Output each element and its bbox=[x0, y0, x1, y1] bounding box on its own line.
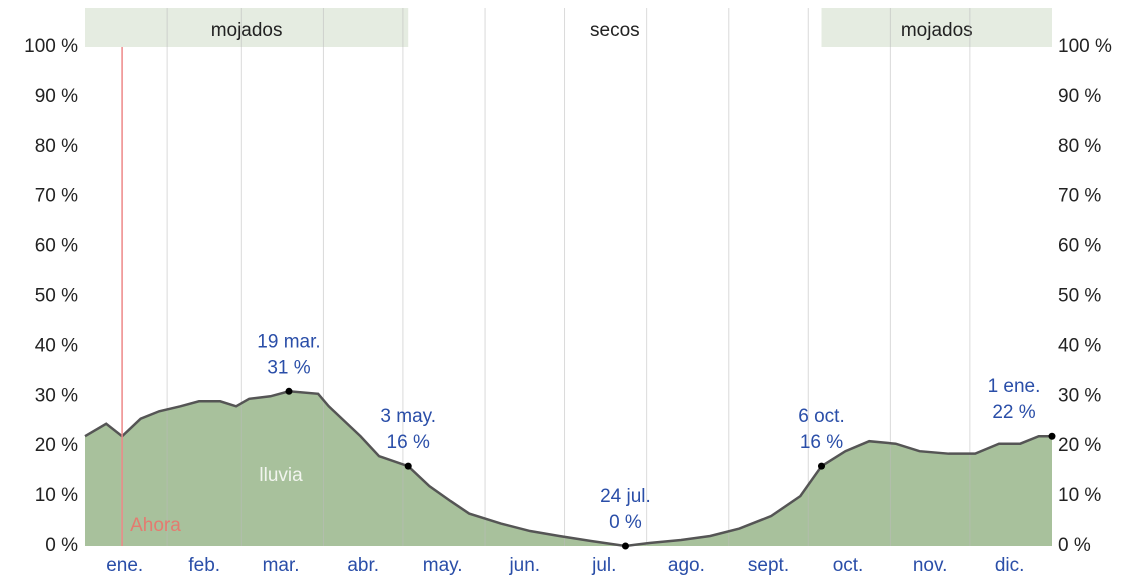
y2-tick-label: 50 % bbox=[1058, 286, 1101, 307]
x-tick-label: ago. bbox=[668, 555, 705, 576]
y2-tick-label: 20 % bbox=[1058, 435, 1101, 456]
y-tick-label: 50 % bbox=[35, 286, 78, 307]
y2-tick-label: 0 % bbox=[1058, 535, 1091, 556]
annotation-value: 16 % bbox=[387, 432, 430, 453]
annotation-date: 19 mar. bbox=[257, 331, 320, 352]
annotation-dot bbox=[621, 542, 629, 550]
annotation-date: 1 ene. bbox=[988, 376, 1041, 397]
season-band bbox=[85, 8, 409, 47]
y-tick-label: 60 % bbox=[35, 236, 78, 257]
series-label: lluvia bbox=[259, 465, 303, 486]
x-tick-label: abr. bbox=[347, 555, 379, 576]
season-label: secos bbox=[590, 20, 640, 41]
annotation-dot bbox=[1048, 432, 1056, 440]
y-tick-label: 80 % bbox=[35, 136, 78, 157]
y2-tick-label: 40 % bbox=[1058, 335, 1101, 356]
y-tick-label: 20 % bbox=[35, 435, 78, 456]
y2-tick-label: 70 % bbox=[1058, 186, 1101, 207]
y-tick-label: 40 % bbox=[35, 335, 78, 356]
annotation-value: 0 % bbox=[609, 512, 642, 533]
annotation-dot bbox=[818, 462, 826, 470]
annotation-date: 3 may. bbox=[380, 406, 436, 427]
y-tick-label: 0 % bbox=[45, 535, 78, 556]
annotation-value: 31 % bbox=[267, 357, 310, 378]
now-label: Ahora bbox=[130, 515, 181, 536]
y2-tick-label: 80 % bbox=[1058, 136, 1101, 157]
annotation-value: 22 % bbox=[992, 402, 1035, 423]
y-tick-label: 100 % bbox=[24, 36, 78, 57]
x-tick-label: oct. bbox=[833, 555, 864, 576]
y-tick-label: 30 % bbox=[35, 385, 78, 406]
x-tick-label: jun. bbox=[508, 555, 540, 576]
season-label: mojados bbox=[211, 20, 283, 41]
x-tick-label: nov. bbox=[913, 555, 948, 576]
annotation-date: 6 oct. bbox=[798, 406, 844, 427]
annotation-dot bbox=[404, 462, 412, 470]
line bbox=[84, 390, 1052, 548]
y2-tick-label: 90 % bbox=[1058, 86, 1101, 107]
y-tick-label: 10 % bbox=[35, 485, 78, 506]
x-tick-label: dic. bbox=[995, 555, 1025, 576]
y2-tick-label: 30 % bbox=[1058, 385, 1101, 406]
x-tick-label: feb. bbox=[188, 555, 220, 576]
y2-tick-label: 10 % bbox=[1058, 485, 1101, 506]
y-tick-label: 90 % bbox=[35, 86, 78, 107]
season-band bbox=[821, 8, 1052, 47]
annotation-date: 24 jul. bbox=[600, 486, 651, 507]
annotation-dot bbox=[285, 387, 293, 395]
area bbox=[85, 391, 1052, 546]
x-tick-label: sept. bbox=[748, 555, 789, 576]
y-tick-label: 70 % bbox=[35, 186, 78, 207]
x-tick-label: mar. bbox=[263, 555, 300, 576]
season-label: mojados bbox=[901, 20, 973, 41]
y2-tick-label: 100 % bbox=[1058, 36, 1112, 57]
y2-tick-label: 60 % bbox=[1058, 236, 1101, 257]
x-tick-label: may. bbox=[423, 555, 463, 576]
x-tick-label: jul. bbox=[591, 555, 616, 576]
annotation-value: 16 % bbox=[800, 432, 843, 453]
x-tick-label: ene. bbox=[106, 555, 143, 576]
